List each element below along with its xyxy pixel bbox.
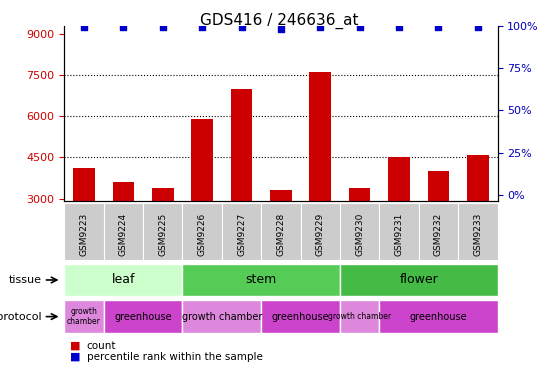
Text: tissue: tissue xyxy=(9,275,42,285)
Text: GSM9229: GSM9229 xyxy=(316,213,325,256)
Point xyxy=(277,26,286,32)
Text: GSM9232: GSM9232 xyxy=(434,213,443,256)
Text: GSM9227: GSM9227 xyxy=(237,213,246,256)
Text: GSM9223: GSM9223 xyxy=(79,213,88,256)
Text: GSM9228: GSM9228 xyxy=(276,213,286,256)
Bar xyxy=(467,154,489,281)
Bar xyxy=(152,187,174,281)
Point xyxy=(316,25,325,30)
Text: stem: stem xyxy=(245,273,277,287)
Bar xyxy=(112,182,134,281)
Text: GSM9225: GSM9225 xyxy=(158,213,167,256)
Text: GDS416 / 246636_at: GDS416 / 246636_at xyxy=(200,13,359,29)
Point xyxy=(355,25,364,30)
Point xyxy=(395,25,404,30)
Text: greenhouse: greenhouse xyxy=(272,311,329,322)
Point xyxy=(237,25,246,30)
Bar xyxy=(191,119,213,281)
Text: ■: ■ xyxy=(70,352,80,362)
Bar xyxy=(310,72,331,281)
Bar xyxy=(231,89,252,281)
Text: GSM9231: GSM9231 xyxy=(395,213,404,256)
Text: GSM9226: GSM9226 xyxy=(198,213,207,256)
Point xyxy=(434,25,443,30)
Text: greenhouse: greenhouse xyxy=(410,311,467,322)
Text: growth chamber: growth chamber xyxy=(328,312,391,321)
Point xyxy=(198,25,207,30)
Bar xyxy=(73,168,95,281)
Text: GSM9233: GSM9233 xyxy=(473,213,482,256)
Text: GSM9224: GSM9224 xyxy=(119,213,128,256)
Point xyxy=(79,25,88,30)
Text: GSM9230: GSM9230 xyxy=(355,213,364,256)
Point xyxy=(473,25,482,30)
Text: leaf: leaf xyxy=(112,273,135,287)
Text: growth
chamber: growth chamber xyxy=(67,307,101,326)
Text: growth protocol: growth protocol xyxy=(0,311,42,322)
Bar xyxy=(428,171,449,281)
Point xyxy=(119,25,128,30)
Bar xyxy=(349,187,371,281)
Text: ■: ■ xyxy=(70,341,80,351)
Text: count: count xyxy=(87,341,116,351)
Bar xyxy=(270,190,292,281)
Text: greenhouse: greenhouse xyxy=(114,311,172,322)
Text: flower: flower xyxy=(399,273,438,287)
Bar xyxy=(388,157,410,281)
Text: growth chamber: growth chamber xyxy=(182,311,262,322)
Point xyxy=(158,25,167,30)
Text: percentile rank within the sample: percentile rank within the sample xyxy=(87,352,263,362)
